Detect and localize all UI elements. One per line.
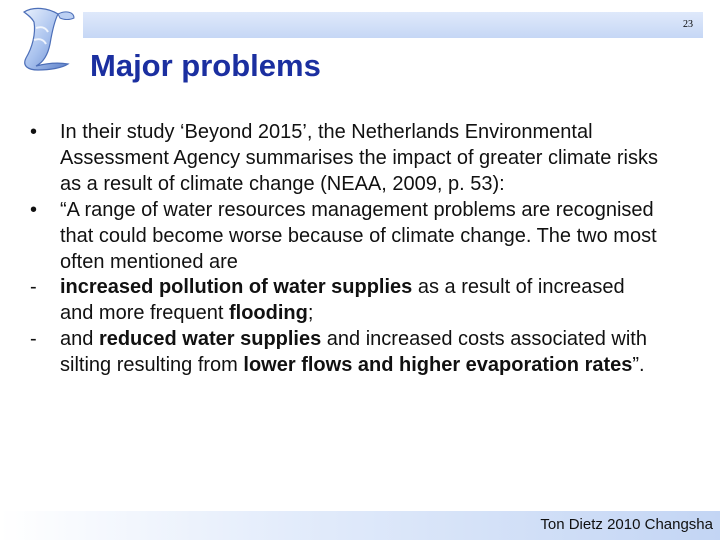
item-text: and bbox=[60, 328, 99, 351]
bullet-marker: • bbox=[30, 121, 38, 143]
slide-content: • In their study ‘Beyond 2015’, the Neth… bbox=[22, 120, 662, 379]
header-band: 23 bbox=[83, 12, 703, 38]
bold-phrase: flooding bbox=[229, 302, 308, 325]
dash-item: - and reduced water supplies and increas… bbox=[22, 327, 662, 379]
item-text: ; bbox=[307, 302, 314, 325]
university-logo-icon bbox=[22, 7, 75, 71]
slide-number: 23 bbox=[683, 19, 693, 30]
dash-item: - increased pollution of water supplies … bbox=[22, 275, 662, 327]
item-text: and increased costs associated with silt… bbox=[60, 328, 647, 377]
bullet-marker: • bbox=[30, 198, 38, 221]
dash-marker: - bbox=[30, 276, 37, 299]
item-text: as a result of increased and more freque… bbox=[60, 276, 625, 325]
bold-phrase: lower flows and higher evaporation rates bbox=[243, 354, 633, 377]
bullet-item: • “A range of water resources management… bbox=[22, 198, 662, 276]
dash-marker: - bbox=[30, 328, 37, 351]
bullet-item: • In their study ‘Beyond 2015’, the Neth… bbox=[22, 120, 662, 198]
bullet-text: In their study ‘Beyond 2015’, the Nether… bbox=[60, 121, 658, 195]
slide-title: Major problems bbox=[90, 48, 321, 83]
item-text: ”. bbox=[632, 354, 645, 377]
footer-band: Ton Dietz 2010 Changsha bbox=[0, 511, 720, 540]
bold-phrase: increased pollution of water supplies bbox=[60, 276, 413, 299]
bold-phrase: reduced water supplies bbox=[98, 328, 322, 351]
footer-credit: Ton Dietz 2010 Changsha bbox=[540, 516, 713, 533]
bullet-text: “A range of water resources management p… bbox=[60, 198, 657, 273]
